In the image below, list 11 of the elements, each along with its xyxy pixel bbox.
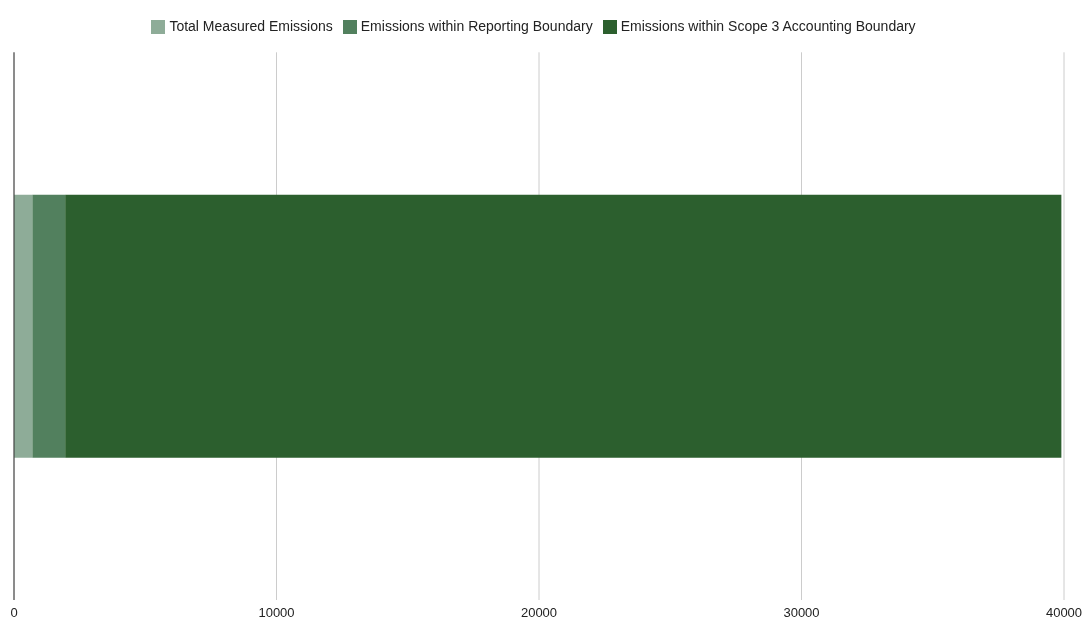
x-tick-label: 20000 [520, 605, 558, 621]
x-tick-label: 10000 [258, 605, 295, 621]
legend-label: Emissions within Reporting Boundary [360, 18, 593, 34]
bar [65, 194, 1062, 458]
bar [14, 194, 33, 458]
legend-label: Total Measured Emissions [169, 18, 333, 34]
x-tick-label: 40000 [1045, 605, 1083, 621]
bar [32, 194, 66, 458]
legend-label: Emissions within Scope 3 Accounting Boundary [620, 18, 916, 34]
x-tick-label: 30000 [783, 605, 820, 621]
x-tick-label: 0 [10, 605, 18, 621]
